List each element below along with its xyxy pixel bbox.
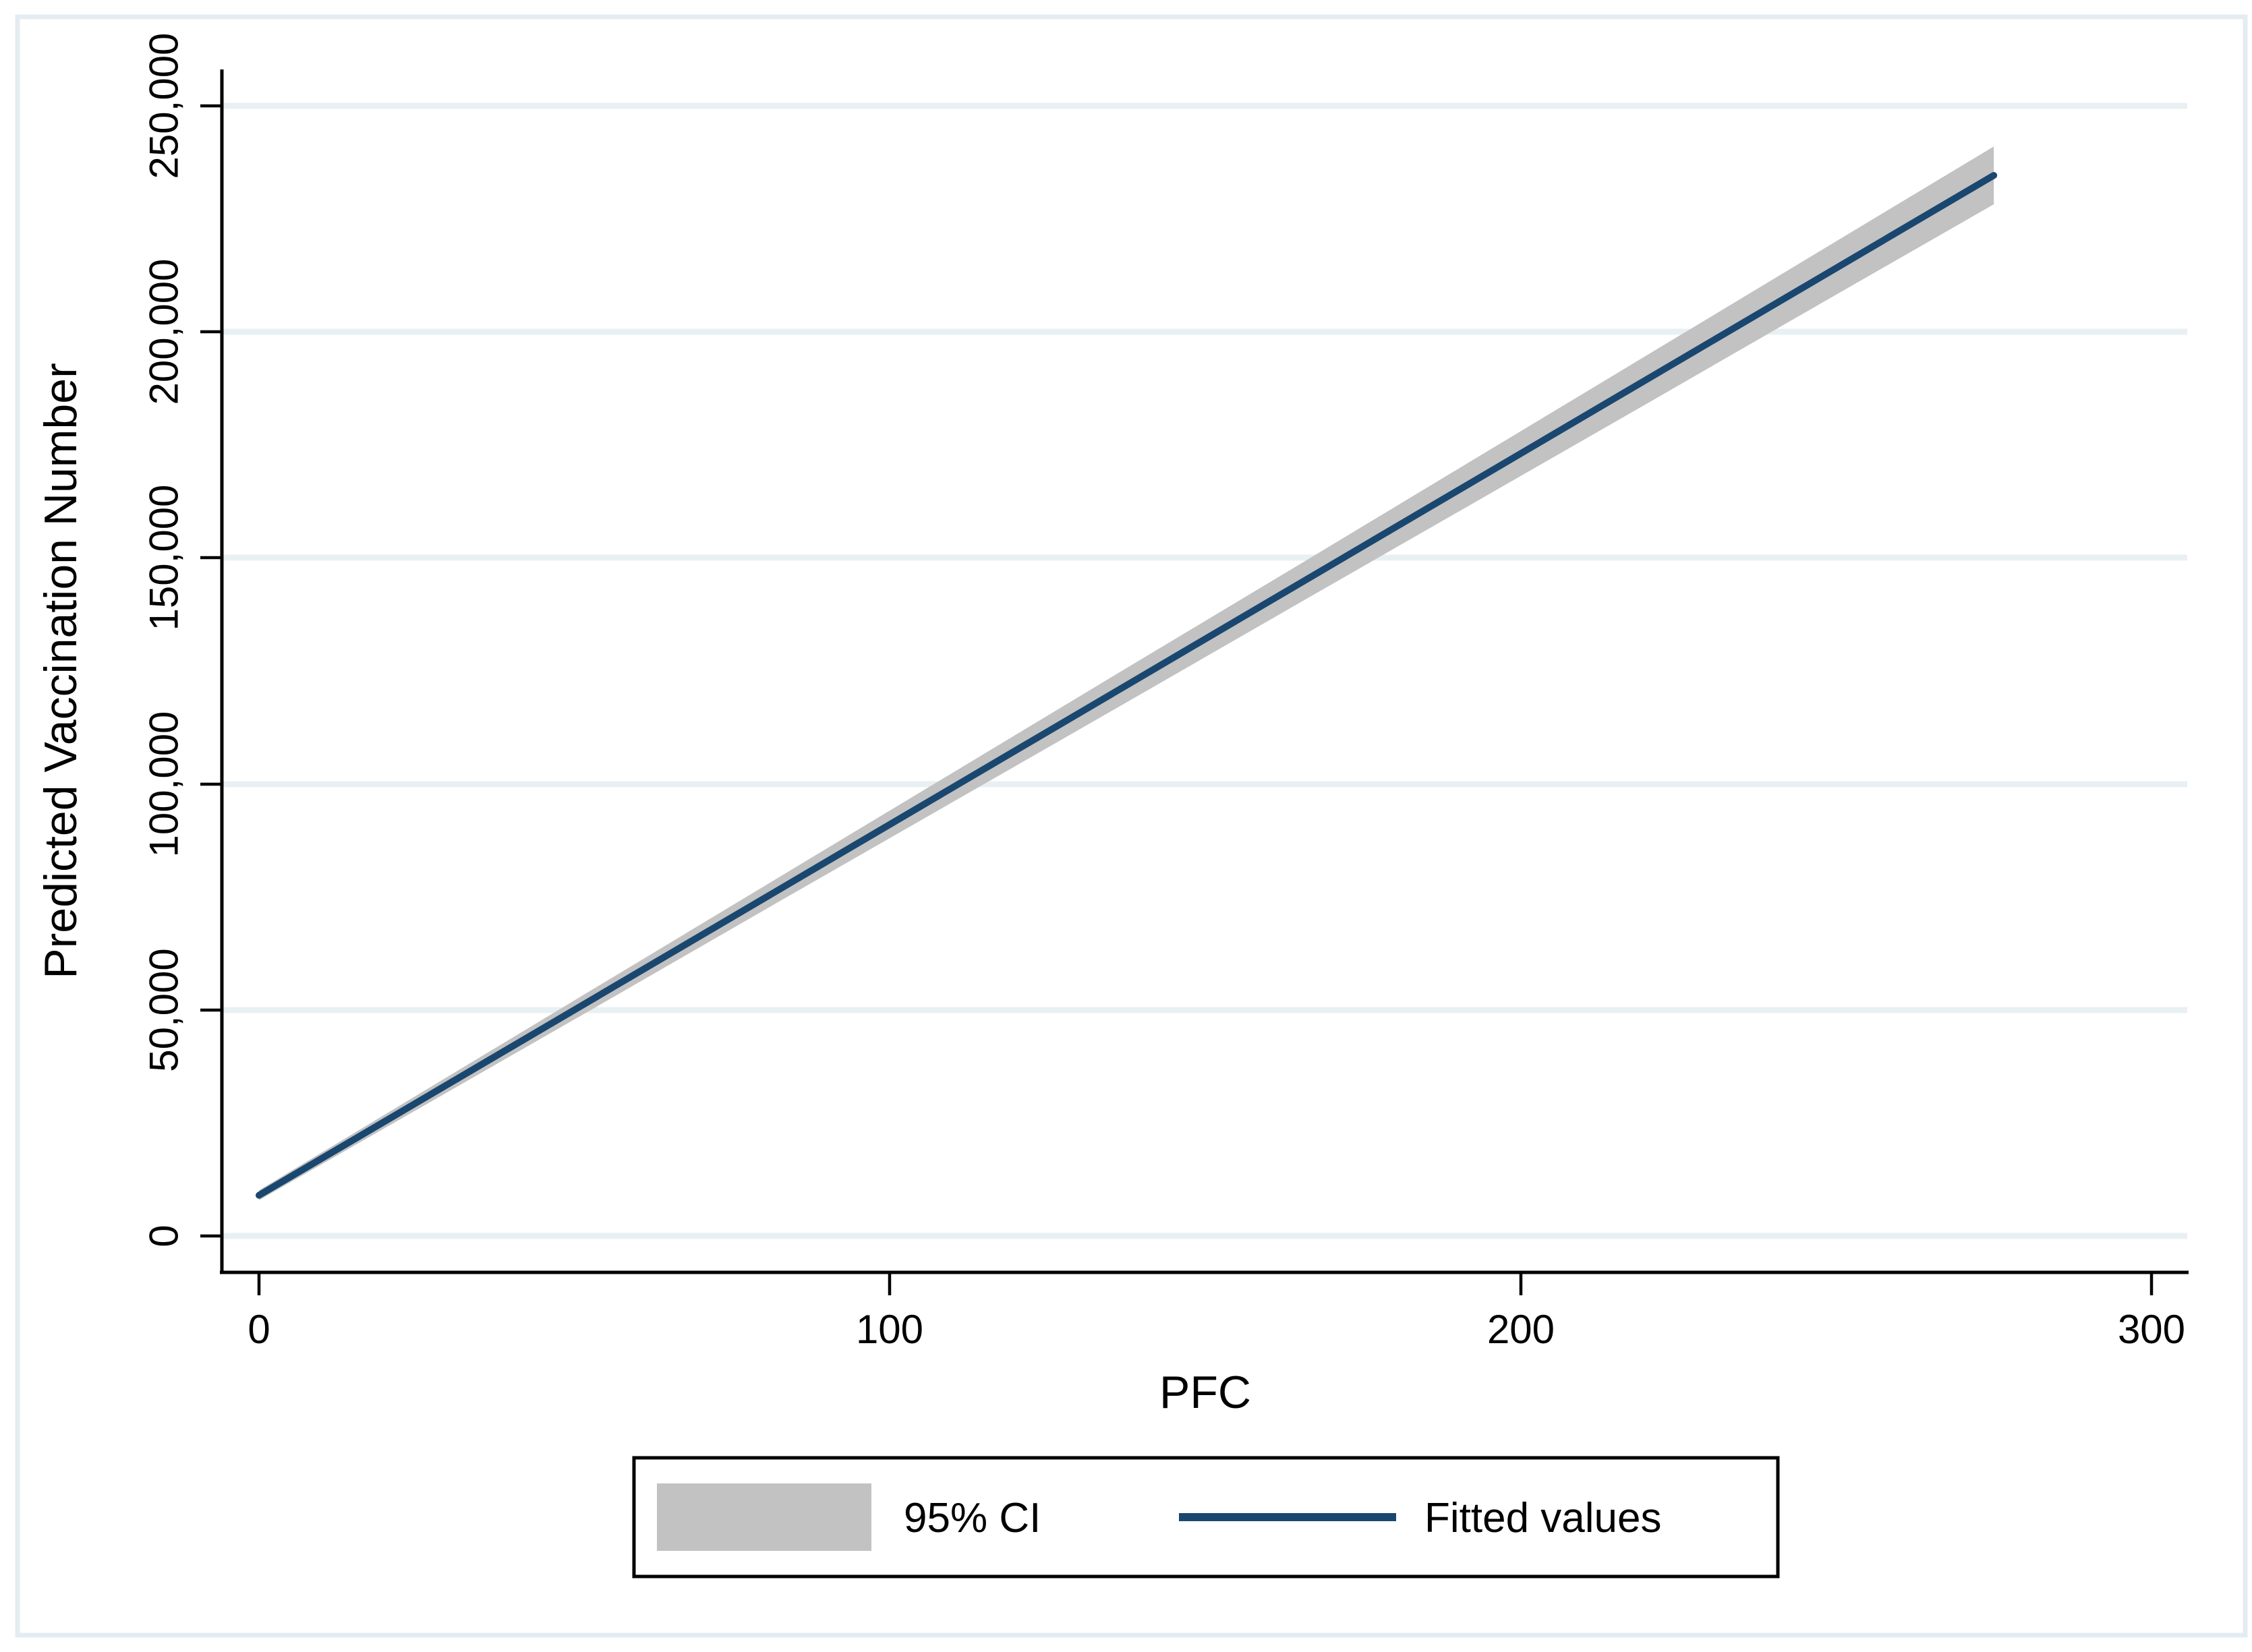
legend-label-fitted: Fitted values bbox=[1424, 1495, 1662, 1541]
y-tick-label: 100,000 bbox=[142, 711, 187, 858]
legend-label-ci: 95% CI bbox=[904, 1495, 1041, 1541]
x-tick-label: 200 bbox=[1487, 1307, 1555, 1352]
x-tick-marks bbox=[257, 1272, 2154, 1295]
fitted-line bbox=[256, 172, 1998, 1199]
y-tick-label: 250,000 bbox=[142, 33, 187, 179]
figure-frame bbox=[15, 14, 2248, 1638]
x-tick-label: 300 bbox=[2118, 1307, 2185, 1352]
x-axis-title: PFC bbox=[1159, 1367, 1251, 1418]
y-tick-marks bbox=[200, 104, 222, 1238]
x-tick-label: 100 bbox=[856, 1307, 923, 1352]
y-axis-title: Predicted Vaccination Number bbox=[35, 363, 86, 978]
y-tick-label: 200,000 bbox=[142, 259, 187, 405]
y-tick-label: 50,000 bbox=[142, 948, 187, 1072]
legend-swatch-ci bbox=[657, 1483, 871, 1551]
y-tick-labels: 0 50,000 100,000 150,000 200,000 250,000 bbox=[142, 33, 187, 1247]
x-tick-label: 0 bbox=[248, 1307, 270, 1352]
x-tick-labels: 0 100 200 300 bbox=[248, 1307, 2185, 1352]
gridlines bbox=[223, 102, 2187, 1239]
y-tick-label: 150,000 bbox=[142, 485, 187, 631]
y-tick-label: 0 bbox=[142, 1225, 187, 1247]
legend: 95% CI Fitted values bbox=[632, 1456, 1780, 1579]
